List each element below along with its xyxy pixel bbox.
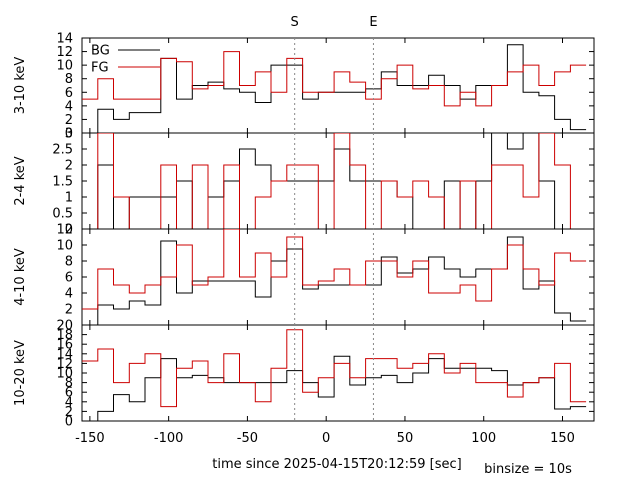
series-fg-line <box>82 51 587 107</box>
y-tick-label: 2 <box>65 303 73 318</box>
y-tick-label: 20 <box>56 319 73 334</box>
y-tick-label: 12 <box>56 357 73 372</box>
series-fg-line <box>82 329 587 408</box>
y-tick-label: 1 <box>65 191 73 206</box>
series-fg-line <box>82 133 587 229</box>
y-tick-label: 0 <box>65 127 73 142</box>
marker-label-s: S <box>291 15 299 30</box>
y-tick-label: 3 <box>65 127 73 142</box>
legend: BG FG <box>91 44 160 76</box>
x-axis-label: time since 2025-04-15T20:12:59 [sec] <box>212 457 461 472</box>
y-tick-label: 2 <box>65 159 73 174</box>
y-tick-label: 6 <box>65 271 73 286</box>
x-tick-label: 50 <box>397 431 414 446</box>
legend-label-bg: BG <box>91 44 110 59</box>
y-tick-label: 14 <box>56 32 73 47</box>
panel-frame <box>81 324 595 422</box>
y-tick-label: 10 <box>56 367 73 382</box>
panel-2: 00.511.522.532-4 keV <box>13 127 595 238</box>
y-tick-label: 6 <box>65 86 73 101</box>
y-tick-label: 8 <box>65 255 73 270</box>
x-tick-label: -100 <box>154 431 184 446</box>
y-tick-label: 0 <box>65 223 73 238</box>
y-tick-label: 2 <box>65 405 73 420</box>
panel-frame <box>81 132 595 230</box>
x-tick-label: 150 <box>550 431 575 446</box>
x-axis: -150 -100 -50 0 50 100 150 <box>75 431 575 446</box>
x-tick-label: 100 <box>471 431 496 446</box>
y-tick-label: 0 <box>65 415 73 430</box>
y-tick-label: 8 <box>65 376 73 391</box>
panel-frame <box>81 37 595 134</box>
y-tick-label: 12 <box>56 223 73 238</box>
y-tick-label: 8 <box>65 72 73 87</box>
x-tick-label: 0 <box>322 431 330 446</box>
y-axis-label: 10-20 keV <box>13 340 28 406</box>
y-tick-label: 14 <box>56 347 73 362</box>
y-tick-label: 10 <box>56 239 73 254</box>
legend-label-fg: FG <box>91 61 109 76</box>
y-tick-label: 0.5 <box>52 207 73 222</box>
y-tick-label: 18 <box>56 328 73 343</box>
y-tick-label: 6 <box>65 386 73 401</box>
y-tick-label: 1.5 <box>52 175 73 190</box>
y-tick-label: 4 <box>65 395 73 410</box>
y-tick-label: 10 <box>56 59 73 74</box>
binsize-label: binsize = 10s <box>484 462 572 477</box>
y-tick-label: 4 <box>65 99 73 114</box>
y-axis-label: 4-10 keV <box>13 248 28 306</box>
y-axis-label: 2-4 keV <box>13 156 28 205</box>
series-fg-line <box>82 229 587 310</box>
y-tick-label: 16 <box>56 338 73 353</box>
y-tick-label: 2.5 <box>52 143 73 158</box>
y-axis-label: 3-10 keV <box>13 57 28 115</box>
y-tick-label: 2 <box>65 113 73 128</box>
marker-label-e: E <box>369 15 377 30</box>
panel-frame <box>81 228 595 326</box>
y-tick-label: 4 <box>65 287 73 302</box>
x-tick-label: -150 <box>75 431 105 446</box>
y-tick-label: 12 <box>56 45 73 60</box>
x-tick-label: -50 <box>237 431 258 446</box>
